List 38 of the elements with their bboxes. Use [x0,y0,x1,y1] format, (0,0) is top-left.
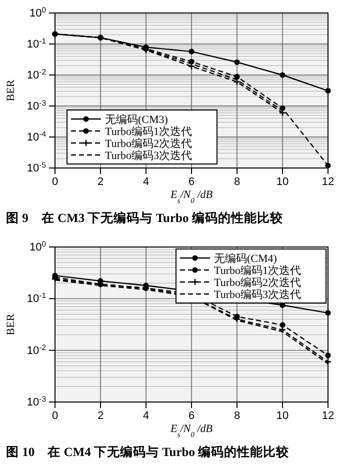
x-tick-label: 4 [142,176,150,188]
y-tick-label: 10$^{0}$ [29,239,46,254]
x-tick-label: 0 [52,410,58,422]
x-axis-title: E$_{s}$/N$_{0}$ /dB [169,189,213,204]
legend-label: Turbo编码3次迭代 [214,288,301,301]
x-tick-label: 12 [322,176,334,188]
legend-label: Turbo编码3次迭代 [105,149,192,162]
text: 图 10 在 CM4 下无编码与 Turbo 编码的性能比较 [6,444,290,459]
x-tick-label: 2 [97,176,104,188]
x-tick-label: 6 [188,176,195,188]
x-axis-title: E$_{s}$/N$_{0}$ /dB [169,423,213,438]
y-tick-label: 10$^{-5}$ [26,160,46,175]
legend-label: Turbo编码2次迭代 [105,137,192,150]
legend-label: 无编码(CM4) [214,252,278,265]
x-tick-label: 0 [52,176,58,188]
y-tick-label: 10$^{-2}$ [26,67,46,82]
y-axis-title: BER [5,313,17,336]
x-tick-label: 4 [142,410,150,422]
y-tick-label: 10$^{-2}$ [26,342,46,357]
x-tick-label: 12 [322,410,334,422]
y-tick-label: 10$^{0}$ [29,5,46,20]
x-tick-label: 10 [276,176,289,188]
text: 图 9 在 CM3 下无编码与 Turbo 编码的性能比较 [6,210,284,225]
x-tick-label: 8 [234,410,240,422]
y-tick-label: 10$^{-3}$ [26,394,46,409]
y-tick-label: 10$^{-1}$ [26,290,46,306]
x-tick-label: 10 [276,410,289,422]
y-tick-label: 10$^{-4}$ [26,129,47,144]
legend-label: Turbo编码2次迭代 [214,276,301,289]
x-tick-label: 2 [97,410,104,422]
y-tick-label: 10$^{-3}$ [26,98,46,113]
x-tick-label: 8 [234,176,240,188]
y-axis-title: BER [5,79,17,102]
legend-label: 无编码(CM3) [105,113,168,126]
x-tick-label: 6 [188,410,195,422]
legend-label: Turbo编码1次迭代 [214,264,301,277]
y-tick-label: 10$^{-1}$ [26,36,46,51]
legend-label: Turbo编码1次迭代 [105,125,192,138]
